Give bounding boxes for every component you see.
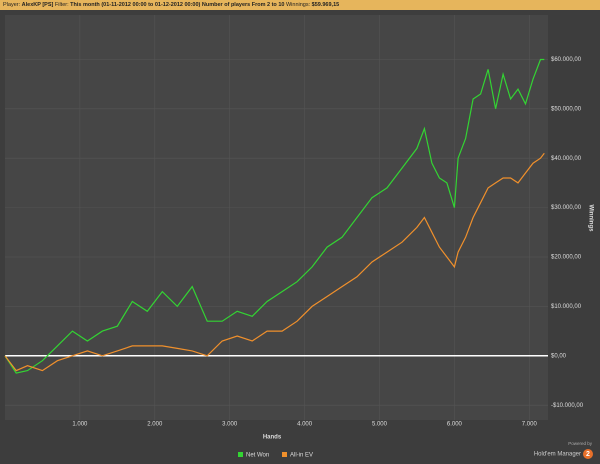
plot-area: [5, 15, 548, 420]
x-tick-label: 4.000: [297, 422, 313, 428]
series-line: [4, 152, 545, 372]
legend-label: Net Won: [246, 453, 269, 459]
y-tick-label: $30.000,00: [551, 205, 582, 211]
legend-swatch: [282, 452, 287, 457]
x-axis-label: Hands: [263, 435, 282, 441]
y-tick-label: $40.000,00: [551, 156, 582, 162]
winnings-label: Winnings:: [286, 2, 311, 8]
player: AlexKP [PS]: [22, 2, 54, 8]
y-tick-label: $60.000,00: [551, 57, 582, 63]
x-tick-label: 2.000: [147, 422, 163, 428]
y-tick-label: $50.000,00: [551, 106, 582, 112]
y-tick-label: $0,00: [551, 353, 567, 359]
x-tick-label: 7.000: [522, 422, 538, 428]
x-tick-label: 1.000: [72, 422, 88, 428]
x-tick-label: 6.000: [447, 422, 463, 428]
logo-number: 2: [586, 451, 590, 458]
legend-label: All-in EV: [290, 453, 313, 459]
legend: Net Won All-in EV: [238, 452, 313, 459]
logo: [583, 449, 593, 459]
header-bar: [0, 0, 600, 10]
player-label: Player:: [3, 2, 21, 8]
x-tick-label: 3.000: [222, 422, 238, 428]
y-tick-label: $20.000,00: [551, 255, 582, 261]
filter: This month (01-11-2012 00:00 to 01-12-20…: [70, 2, 284, 8]
product-name: Hold'em Manager: [534, 452, 581, 458]
x-tick-label: 5.000: [372, 422, 388, 428]
winnings: $59.969,15: [312, 2, 340, 8]
legend-swatch: [238, 452, 243, 457]
y-tick-label: -$10.000,00: [551, 403, 584, 409]
header-text: Player: AlexKP [PS] Filter: This month (…: [3, 2, 339, 8]
series-line: [4, 58, 545, 374]
y-tick-label: $10.000,00: [551, 304, 582, 310]
y-axis-label: Winnings: [587, 205, 593, 233]
filter-label: Filter:: [55, 2, 69, 8]
powered-by: Powered by: [568, 441, 593, 446]
